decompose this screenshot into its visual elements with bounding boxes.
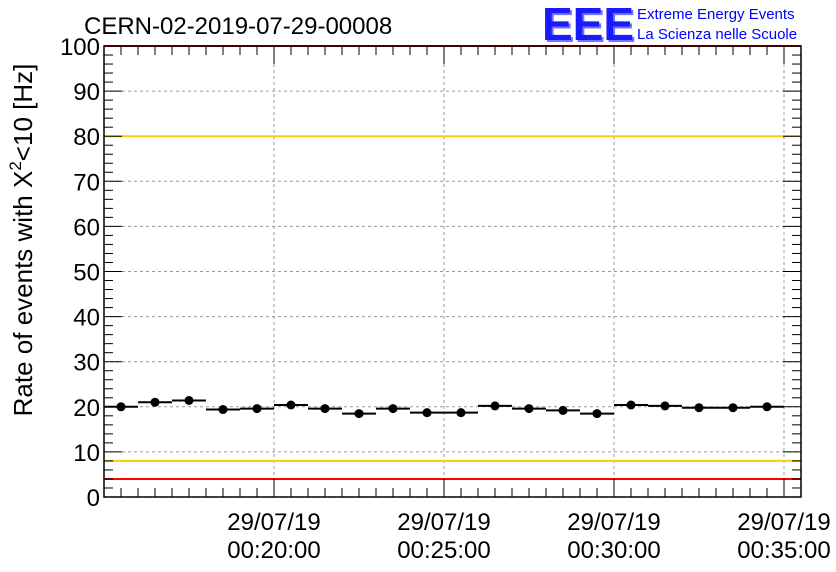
data-point (252, 404, 262, 414)
eee-logo-text: EEE (542, 0, 634, 50)
data-point (354, 409, 364, 419)
eee-logo: EEE EEE Extreme Energy Events La Scienza… (542, 0, 797, 52)
data-point (320, 404, 330, 414)
x-tick-label-time: 00:35:00 (737, 537, 830, 564)
x-ticks: 29/07/1900:20:0029/07/1900:25:0029/07/19… (120, 46, 831, 564)
y-tick-label: 90 (73, 79, 100, 106)
data-point (558, 405, 568, 415)
data-point (388, 404, 398, 414)
x-tick-label-time: 00:30:00 (567, 537, 660, 564)
data-point (524, 404, 534, 414)
y-tick-label: 40 (73, 305, 100, 332)
data-point (490, 401, 500, 411)
eee-logo-line2: La Scienza nelle Scuole (637, 26, 797, 43)
data-point (456, 408, 466, 418)
reference-lines (104, 45, 801, 480)
y-ticks: 0 10 20 30 40 50 60 70 80 90 100 (60, 34, 801, 512)
y-tick-label: 30 (73, 350, 100, 377)
y-tick-label: 50 (73, 260, 100, 287)
run-title: CERN-02-2019-07-29-00008 (84, 13, 392, 40)
x-tick-label-date: 29/07/19 (567, 509, 660, 536)
data-point (150, 397, 160, 407)
eee-logo-text-shadow: EEE (544, 0, 636, 52)
x-tick-label-date: 29/07/19 (737, 509, 830, 536)
y-tick-label: 80 (73, 124, 100, 151)
grid (104, 46, 801, 497)
x-tick-label-time: 00:20:00 (227, 537, 320, 564)
data-point (728, 403, 738, 413)
x-tick-label-date: 29/07/19 (227, 509, 320, 536)
data-point (660, 401, 670, 411)
data-points (104, 395, 784, 419)
data-point (286, 400, 296, 410)
data-point (626, 400, 636, 410)
y-tick-label: 0 (87, 485, 100, 512)
data-point (762, 402, 772, 412)
data-point (116, 402, 126, 412)
y-tick-label: 20 (73, 395, 100, 422)
data-point (694, 403, 704, 413)
y-axis-label-sup: 2 (6, 161, 25, 170)
y-tick-label: 70 (73, 169, 100, 196)
y-tick-label: 100 (60, 34, 100, 61)
y-tick-label: 60 (73, 214, 100, 241)
x-tick-label-date: 29/07/19 (397, 509, 490, 536)
y-tick-label: 10 (73, 440, 100, 467)
x-tick-label-time: 00:25:00 (397, 537, 490, 564)
y-axis-label-suffix: <10 [Hz] (8, 64, 38, 162)
data-point (422, 408, 432, 418)
data-point (592, 409, 602, 419)
y-axis-label-prefix: Rate of events with X (8, 171, 38, 417)
y-axis-label: Rate of events with X2<10 [Hz] (6, 64, 38, 417)
data-point (218, 405, 228, 415)
eee-logo-line1: Extreme Energy Events (637, 6, 795, 23)
data-point (184, 395, 194, 405)
